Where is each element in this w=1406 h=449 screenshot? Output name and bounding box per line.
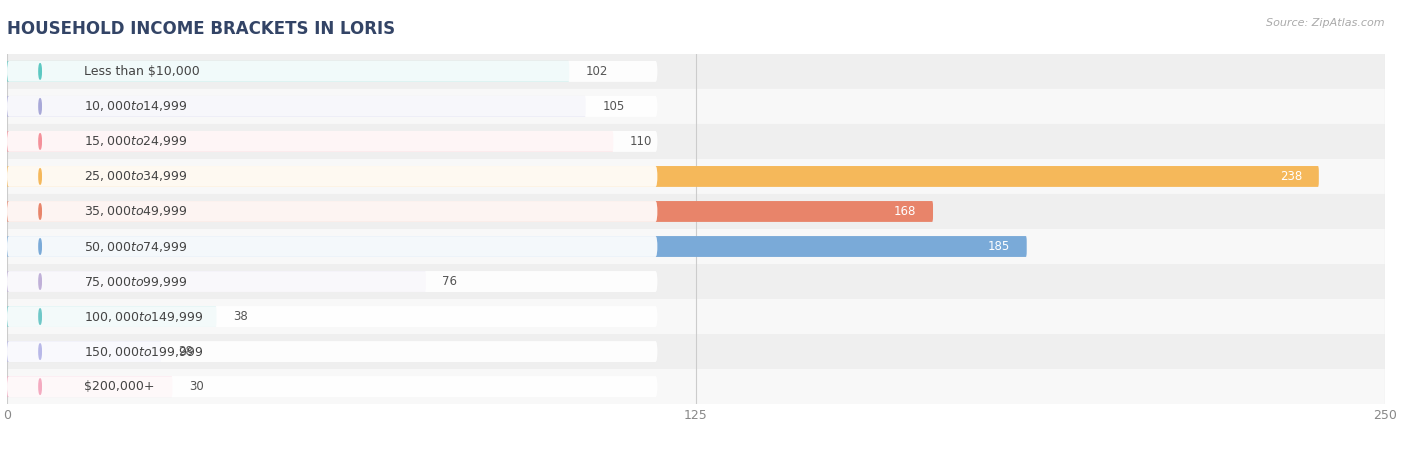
Text: $15,000 to $24,999: $15,000 to $24,999 xyxy=(84,134,187,149)
Circle shape xyxy=(39,64,41,79)
Text: $200,000+: $200,000+ xyxy=(84,380,155,393)
Circle shape xyxy=(39,99,41,114)
Text: 185: 185 xyxy=(988,240,1010,253)
Text: $50,000 to $74,999: $50,000 to $74,999 xyxy=(84,239,187,254)
FancyBboxPatch shape xyxy=(7,306,658,327)
FancyBboxPatch shape xyxy=(7,96,586,117)
Text: $100,000 to $149,999: $100,000 to $149,999 xyxy=(84,309,204,324)
FancyBboxPatch shape xyxy=(7,166,1319,187)
Text: 238: 238 xyxy=(1279,170,1302,183)
Text: $35,000 to $49,999: $35,000 to $49,999 xyxy=(84,204,187,219)
Text: 102: 102 xyxy=(586,65,609,78)
FancyBboxPatch shape xyxy=(7,131,613,152)
FancyBboxPatch shape xyxy=(7,61,569,82)
Text: 105: 105 xyxy=(602,100,624,113)
FancyBboxPatch shape xyxy=(7,201,934,222)
Text: 38: 38 xyxy=(233,310,247,323)
FancyBboxPatch shape xyxy=(7,229,1385,264)
Circle shape xyxy=(39,169,41,184)
Text: 110: 110 xyxy=(630,135,652,148)
FancyBboxPatch shape xyxy=(7,376,173,397)
FancyBboxPatch shape xyxy=(7,299,1385,334)
FancyBboxPatch shape xyxy=(7,341,658,362)
FancyBboxPatch shape xyxy=(7,236,1026,257)
FancyBboxPatch shape xyxy=(7,306,217,327)
FancyBboxPatch shape xyxy=(7,334,1385,369)
FancyBboxPatch shape xyxy=(7,271,426,292)
FancyBboxPatch shape xyxy=(7,61,658,82)
Text: $75,000 to $99,999: $75,000 to $99,999 xyxy=(84,274,187,289)
FancyBboxPatch shape xyxy=(7,166,658,187)
Circle shape xyxy=(39,134,41,149)
Text: HOUSEHOLD INCOME BRACKETS IN LORIS: HOUSEHOLD INCOME BRACKETS IN LORIS xyxy=(7,21,395,39)
Circle shape xyxy=(39,204,41,219)
Circle shape xyxy=(39,344,41,359)
Circle shape xyxy=(39,379,41,394)
Text: $10,000 to $14,999: $10,000 to $14,999 xyxy=(84,99,187,114)
Circle shape xyxy=(39,239,41,254)
FancyBboxPatch shape xyxy=(7,369,1385,404)
Text: $25,000 to $34,999: $25,000 to $34,999 xyxy=(84,169,187,184)
Circle shape xyxy=(39,274,41,289)
FancyBboxPatch shape xyxy=(7,271,658,292)
FancyBboxPatch shape xyxy=(7,96,658,117)
FancyBboxPatch shape xyxy=(7,131,658,152)
Text: 76: 76 xyxy=(443,275,457,288)
FancyBboxPatch shape xyxy=(7,341,162,362)
Circle shape xyxy=(39,309,41,324)
FancyBboxPatch shape xyxy=(7,54,1385,89)
FancyBboxPatch shape xyxy=(7,236,658,257)
FancyBboxPatch shape xyxy=(7,89,1385,124)
FancyBboxPatch shape xyxy=(7,376,658,397)
Text: Source: ZipAtlas.com: Source: ZipAtlas.com xyxy=(1267,18,1385,28)
FancyBboxPatch shape xyxy=(7,159,1385,194)
FancyBboxPatch shape xyxy=(7,124,1385,159)
Text: 30: 30 xyxy=(188,380,204,393)
FancyBboxPatch shape xyxy=(7,194,1385,229)
Text: $150,000 to $199,999: $150,000 to $199,999 xyxy=(84,344,204,359)
FancyBboxPatch shape xyxy=(7,264,1385,299)
FancyBboxPatch shape xyxy=(7,201,658,222)
Text: 168: 168 xyxy=(894,205,917,218)
Text: 28: 28 xyxy=(179,345,193,358)
Text: Less than $10,000: Less than $10,000 xyxy=(84,65,200,78)
